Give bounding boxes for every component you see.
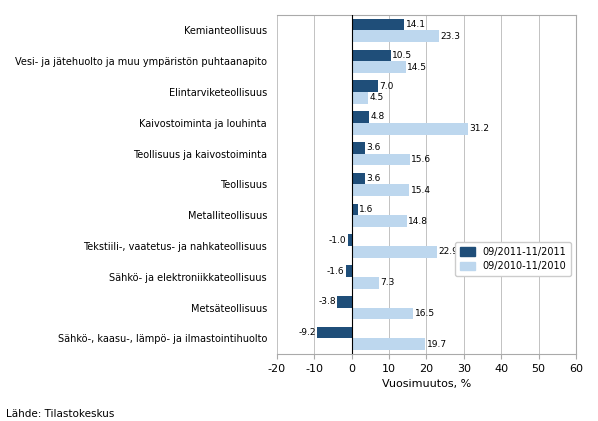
Bar bbox=[352, 203, 358, 215]
Bar bbox=[346, 265, 352, 277]
Bar bbox=[352, 215, 407, 227]
Bar bbox=[352, 338, 425, 350]
Text: 22.9: 22.9 bbox=[439, 248, 459, 256]
Text: 19.7: 19.7 bbox=[427, 340, 447, 349]
Text: 31.2: 31.2 bbox=[470, 124, 490, 133]
Text: -1.6: -1.6 bbox=[327, 266, 344, 275]
Bar bbox=[352, 111, 370, 123]
Text: 7.3: 7.3 bbox=[380, 278, 395, 287]
Bar bbox=[352, 154, 410, 165]
Text: -9.2: -9.2 bbox=[298, 328, 316, 337]
X-axis label: Vuosimuutos, %: Vuosimuutos, % bbox=[382, 379, 471, 389]
Bar bbox=[352, 30, 439, 42]
Text: 23.3: 23.3 bbox=[440, 32, 460, 41]
Bar bbox=[352, 123, 468, 135]
Text: 14.5: 14.5 bbox=[407, 63, 428, 72]
Text: 15.4: 15.4 bbox=[411, 186, 431, 195]
Text: 4.8: 4.8 bbox=[371, 112, 385, 122]
Text: 14.8: 14.8 bbox=[408, 216, 428, 226]
Bar bbox=[352, 184, 409, 196]
Bar bbox=[352, 142, 365, 154]
Bar bbox=[352, 50, 391, 61]
Text: 10.5: 10.5 bbox=[392, 51, 413, 60]
Text: -1.0: -1.0 bbox=[329, 236, 346, 245]
Bar bbox=[352, 277, 379, 288]
Text: 4.5: 4.5 bbox=[370, 93, 384, 102]
Bar bbox=[352, 308, 413, 320]
Text: 3.6: 3.6 bbox=[367, 143, 381, 152]
Bar bbox=[317, 327, 352, 338]
Bar bbox=[348, 234, 352, 246]
Bar bbox=[337, 296, 352, 308]
Bar bbox=[352, 19, 404, 30]
Legend: 09/2011-11/2011, 09/2010-11/2010: 09/2011-11/2011, 09/2010-11/2010 bbox=[455, 242, 571, 276]
Bar bbox=[352, 246, 437, 258]
Bar bbox=[352, 173, 365, 184]
Text: 3.6: 3.6 bbox=[367, 174, 381, 183]
Bar bbox=[352, 80, 378, 92]
Text: 7.0: 7.0 bbox=[379, 82, 393, 91]
Text: 15.6: 15.6 bbox=[411, 155, 432, 164]
Text: 1.6: 1.6 bbox=[359, 205, 373, 214]
Bar bbox=[352, 92, 368, 104]
Text: -3.8: -3.8 bbox=[318, 297, 336, 306]
Bar bbox=[352, 61, 406, 73]
Text: 16.5: 16.5 bbox=[415, 309, 435, 318]
Text: Lähde: Tilastokeskus: Lähde: Tilastokeskus bbox=[6, 409, 114, 419]
Text: 14.1: 14.1 bbox=[406, 20, 426, 29]
